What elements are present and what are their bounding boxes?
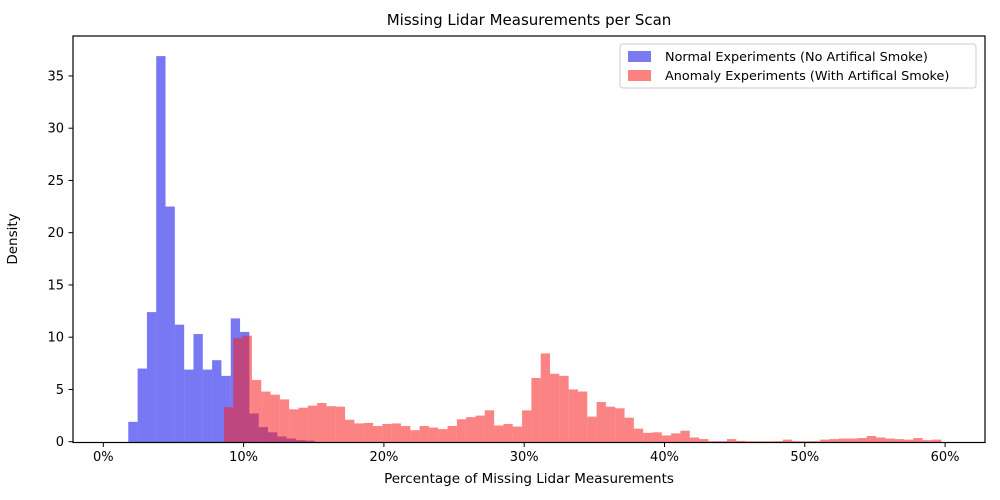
svg-text:30: 30 [47, 122, 64, 137]
svg-text:40%: 40% [650, 450, 679, 465]
plot-frame [72, 35, 986, 444]
normal-series-bars [128, 56, 315, 443]
legend-label-normal: Normal Experiments (No Artifical Smoke) [665, 50, 928, 65]
svg-text:15: 15 [47, 278, 64, 293]
legend-swatch-normal [628, 51, 651, 62]
svg-text:10%: 10% [229, 450, 258, 465]
legend-label-anomaly: Anomaly Experiments (With Artifical Smok… [665, 69, 949, 84]
x-axis-ticks: 0% 10% 20% 30% 40% 50% 60% [93, 442, 960, 465]
y-axis-ticks: 0 5 10 15 20 25 30 35 [47, 69, 73, 450]
svg-text:5: 5 [56, 383, 64, 398]
svg-text:10: 10 [47, 331, 64, 346]
chart-title: Missing Lidar Measurements per Scan [387, 11, 672, 29]
svg-text:60%: 60% [931, 450, 960, 465]
x-axis-label: Percentage of Missing Lidar Measurements [384, 471, 674, 487]
legend-swatch-anomaly [628, 70, 651, 81]
legend: Normal Experiments (No Artifical Smoke) … [619, 43, 977, 89]
svg-text:35: 35 [47, 69, 64, 84]
svg-text:50%: 50% [790, 450, 819, 465]
y-axis-label: Density [5, 213, 21, 264]
svg-text:25: 25 [47, 174, 64, 189]
svg-text:20%: 20% [369, 450, 398, 465]
legend-box [619, 43, 977, 89]
svg-text:20: 20 [47, 226, 64, 241]
svg-text:0: 0 [56, 435, 64, 450]
anomaly-series-bars [223, 335, 942, 443]
svg-text:0%: 0% [93, 450, 114, 465]
svg-text:30%: 30% [510, 450, 539, 465]
